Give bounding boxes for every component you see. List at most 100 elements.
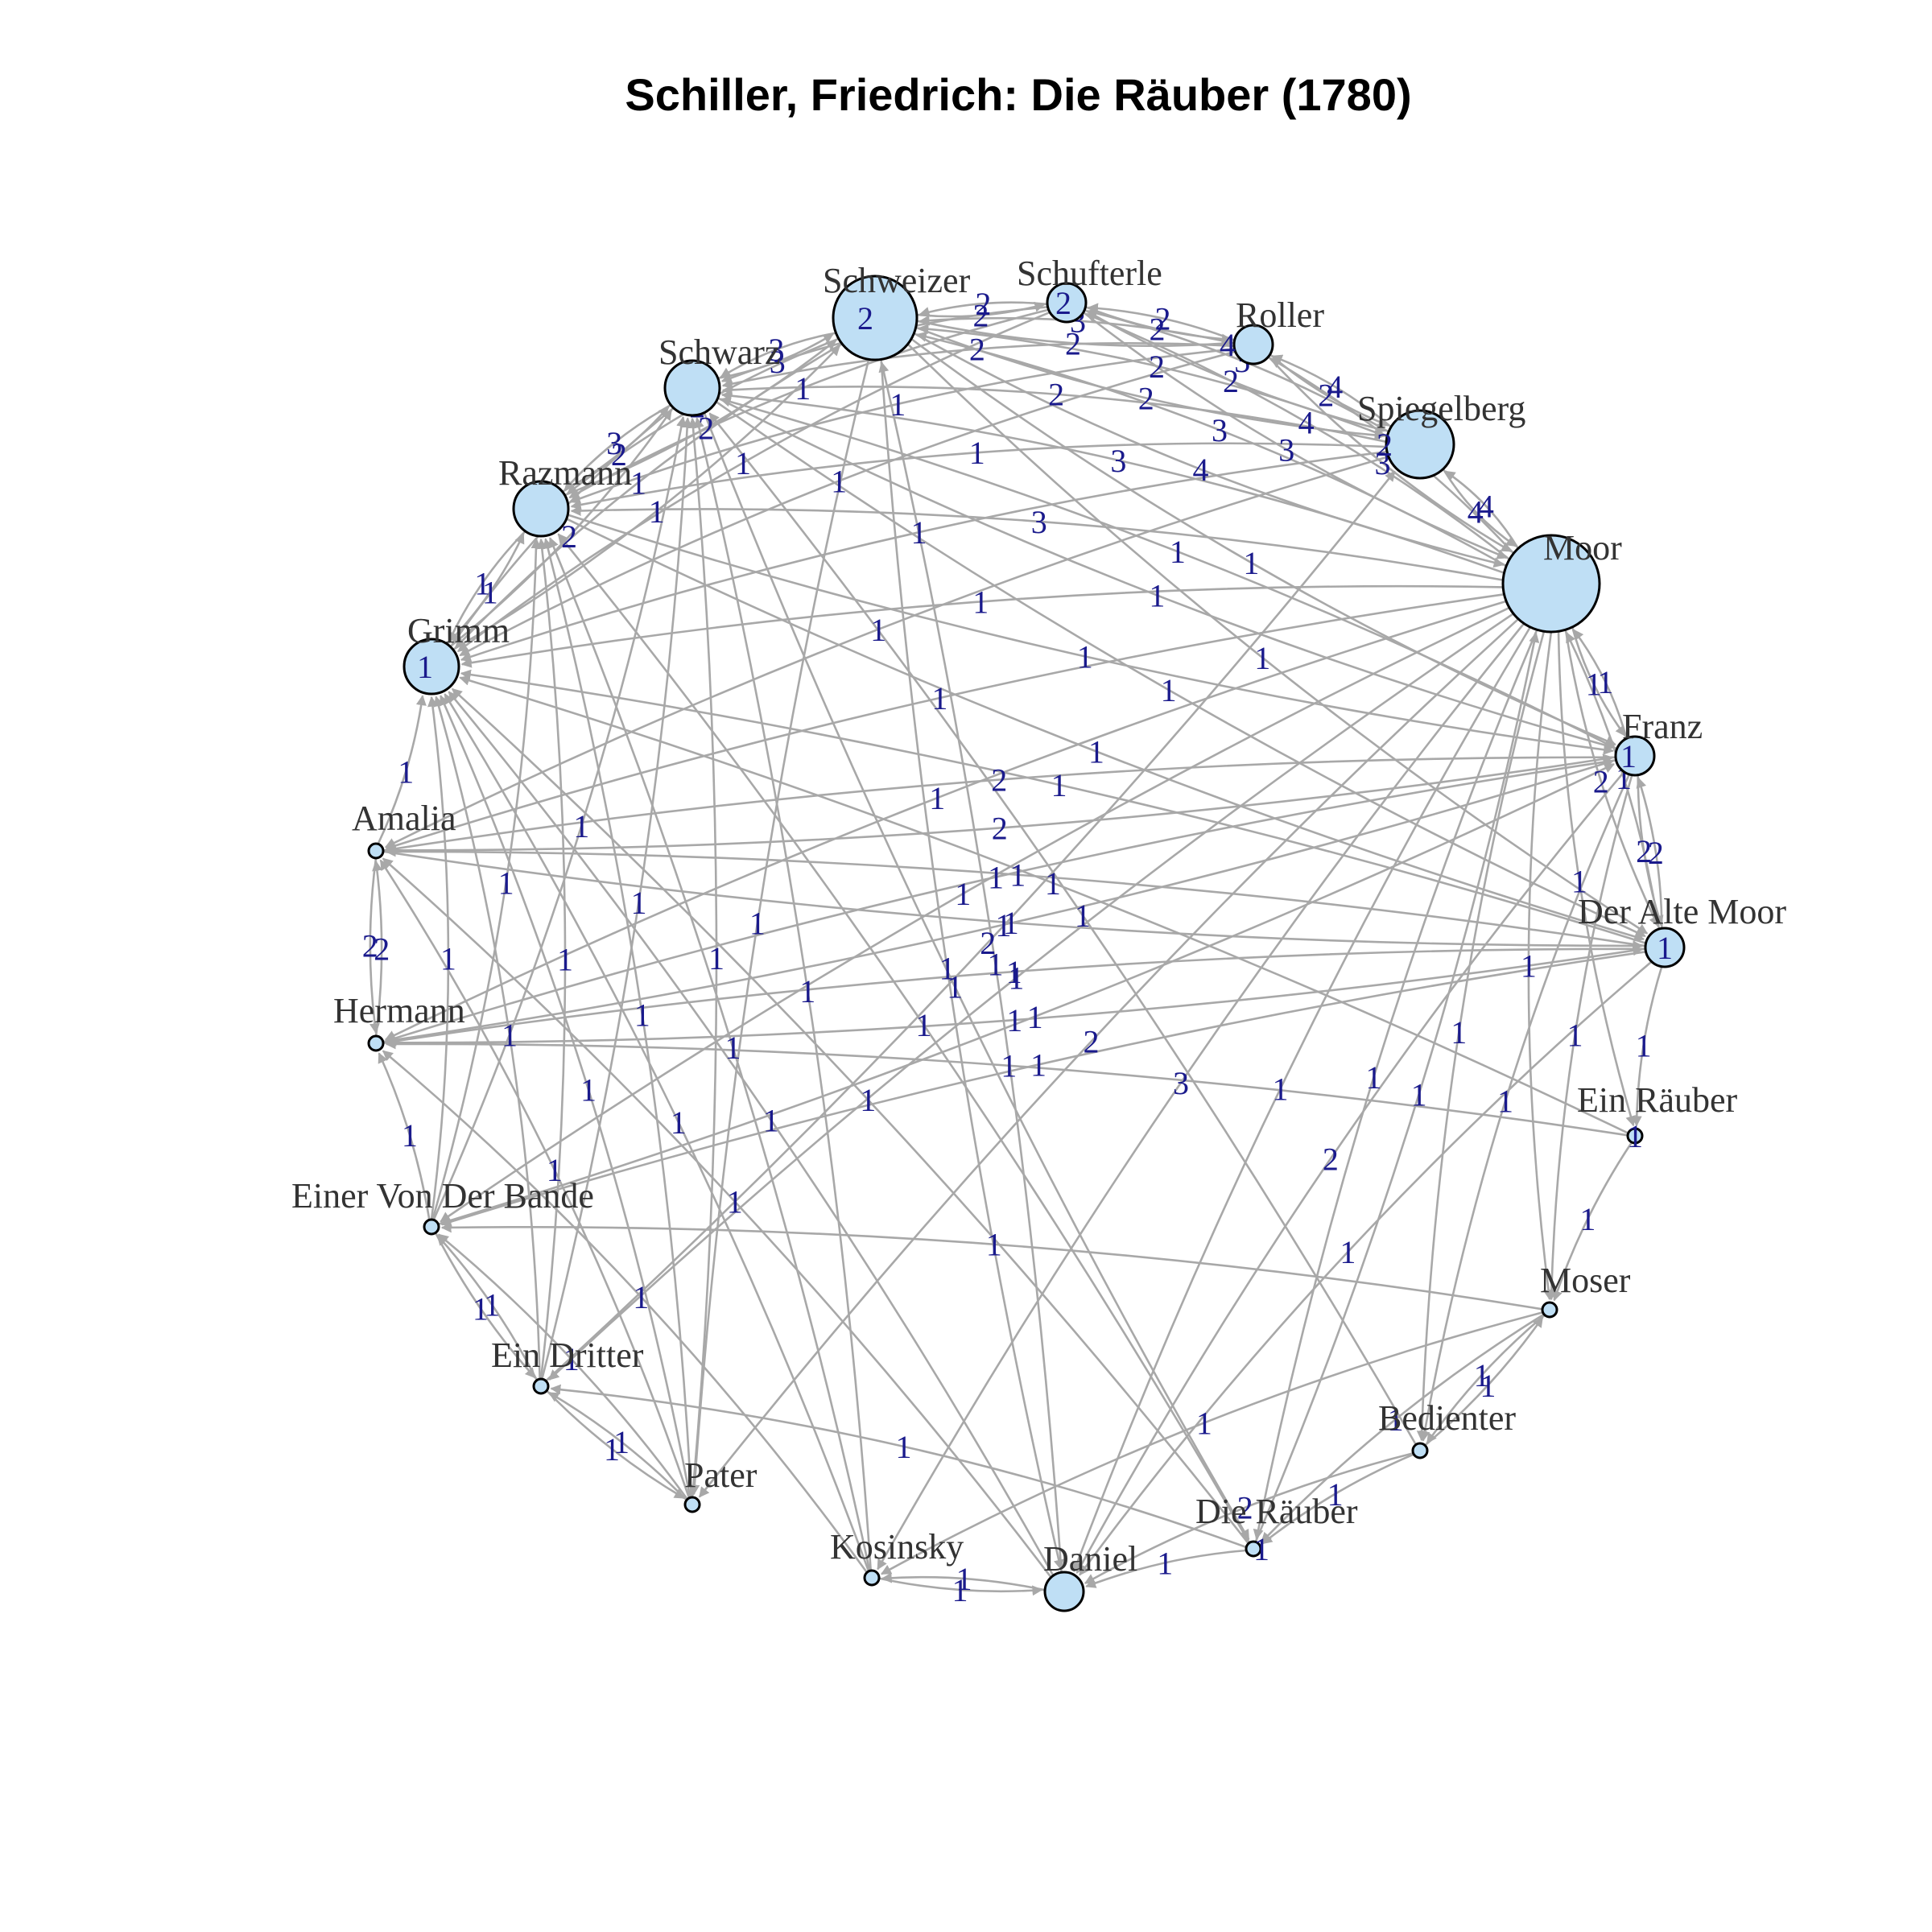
edge-label-hermann-to-amalia: 2: [374, 931, 390, 968]
nodes-layer: 2Schweizer2Schufterle4Roller2Spiegelberg…: [291, 254, 1786, 1612]
edge-label-moser-to-bedienter: 1: [1474, 1357, 1490, 1393]
self-loop-label-schufterle: 2: [1055, 285, 1071, 321]
edge-label-pater-to-grimm: 1: [580, 1071, 597, 1108]
edge-label-einer_bande-to-razmann: 1: [498, 865, 514, 901]
edges-layer: [369, 301, 1664, 1596]
edge-label-einer_bande-to-grimm: 1: [440, 941, 456, 977]
edge-label-roller-to-schwarz: 2: [969, 332, 985, 368]
edge-label-moor-to-daniel: 1: [1273, 1071, 1289, 1107]
edge-label-moor-to-pater: 2: [1084, 1024, 1100, 1060]
edge-label-kosinsky-to-daniel: 1: [952, 1572, 968, 1608]
edge-label-schwarz-to-schweizer: 3: [770, 344, 786, 380]
edge-label-schweizer-to-schufterle: 2: [973, 298, 989, 334]
node-einer_bande: [423, 1218, 440, 1236]
edge-label-amalia-to-alte_moor: 1: [1003, 905, 1019, 941]
edge-label-moor-to-einer_bande: 1: [955, 876, 971, 912]
edge-spiegelberg-to-schwarz: [721, 384, 1387, 444]
node-label-spiegelberg: Spiegelberg: [1357, 389, 1525, 428]
edge-label-moor-to-schwarz: 3: [1110, 443, 1126, 479]
node-label-hermann: Hermann: [333, 991, 465, 1030]
edge-kosinsky-to-hermann: [382, 1050, 868, 1574]
node-label-roller: Roller: [1236, 295, 1324, 335]
edge-bedienter-to-moser: [1424, 1316, 1544, 1447]
edge-daniel-to-schweizer: [878, 361, 1063, 1573]
edge-label-franz-to-moser: 1: [1567, 1017, 1583, 1053]
edge-moor-to-alte_moor: [1564, 630, 1659, 927]
edge-label-amalia-to-hermann: 2: [362, 928, 378, 964]
edge-label-alte_moor-to-ein_raeuber: 1: [1636, 1027, 1652, 1063]
self-loop-label-schweizer: 2: [857, 300, 873, 336]
edge-label-spiegelberg-to-schwarz: 2: [1048, 377, 1064, 413]
edge-bedienter-to-die_raeuber: [1261, 1453, 1414, 1545]
edge-label-pater-to-ein_dritter: 1: [613, 1424, 630, 1460]
edge-moor-to-einer_bande: [440, 606, 1510, 1223]
edge-die_raeuber-to-daniel: [1085, 1549, 1247, 1588]
edge-moor-to-spiegelberg: [1444, 470, 1520, 549]
edge-label-kosinsky-to-grimm: 1: [671, 1104, 687, 1141]
edge-schweizer-to-pater: [689, 359, 870, 1496]
edge-franz-to-alte_moor: [1637, 774, 1664, 927]
edge-pater-to-grimm: [440, 695, 691, 1498]
self-loop-label-die_raeuber: 1: [1253, 1531, 1269, 1567]
node-grimm: [402, 638, 460, 696]
edge-label-roller-to-razmann: 1: [890, 386, 906, 423]
node-label-bedienter: Bedienter: [1378, 1398, 1516, 1438]
edge-label-franz-to-schwarz: 1: [1170, 534, 1186, 570]
edge-alte_moor-to-hermann: [385, 947, 1646, 1046]
edge-die_raeuber-to-moor: [1254, 631, 1540, 1542]
edge-label-ein_dritter-to-spiegelberg: 2: [980, 925, 996, 961]
edge-label-die_raeuber-to-grimm: 1: [860, 1082, 876, 1118]
edge-label-alte_moor-to-franz: 2: [1648, 835, 1664, 871]
edge-schweizer-to-schwarz: [720, 332, 836, 378]
edge-schufterle-to-schweizer: [919, 301, 1048, 317]
edge-ein_raeuber-to-moser: [1552, 1141, 1633, 1302]
edge-label-ein_dritter-to-schwarz: 1: [631, 885, 647, 921]
edge-alte_moor-to-amalia: [385, 846, 1646, 947]
self-loop-label-alte_moor: 1: [1657, 930, 1673, 966]
edge-franz-to-moor: [1572, 629, 1628, 739]
edge-einer_bande-to-schwarz: [432, 416, 687, 1220]
edge-einer_bande-to-grimm: [427, 696, 450, 1220]
edge-label-moor-to-alte_moor: 2: [1593, 764, 1609, 800]
edge-label-die_raeuber-to-razmann: 1: [915, 1007, 931, 1043]
edge-amalia-to-alte_moor: [382, 850, 1644, 952]
edge-label-bedienter-to-daniel: 2: [1237, 1490, 1253, 1526]
node-label-amalia: Amalia: [352, 799, 456, 838]
node-pater: [683, 1496, 701, 1513]
edge-amalia-to-hermann: [369, 857, 380, 1034]
edge-label-daniel-to-grimm: 1: [763, 1102, 779, 1138]
node-label-schweizer: Schweizer: [823, 261, 971, 300]
edge-label-einer_bande-to-ein_dritter: 1: [473, 1290, 489, 1327]
edge-ein_dritter-to-einer_bande: [436, 1234, 539, 1381]
edge-daniel-to-kosinsky: [881, 1572, 1046, 1591]
node-ein_dritter: [532, 1377, 550, 1395]
edge-label-moor-to-schufterle: 4: [1298, 404, 1315, 440]
edge-label-moor-to-franz: 1: [1586, 667, 1602, 703]
edge-hermann-to-franz: [382, 758, 1614, 1043]
edge-label-bedienter-to-schwarz: 1: [1075, 898, 1091, 934]
node-ein_raeuber: [1626, 1127, 1644, 1145]
self-loop-label-grimm: 1: [417, 649, 433, 685]
edge-label-moor-to-hermann: 1: [929, 780, 945, 816]
edge-label-grimm-to-razmann: 1: [482, 575, 498, 611]
edge-label-pater-to-razmann: 1: [634, 997, 650, 1033]
edge-label-grimm-to-schweizer: 1: [649, 493, 665, 530]
edge-razmann-to-alte_moor: [566, 518, 1645, 942]
edge-pater-to-einer_bande: [437, 1233, 688, 1501]
edge-label-die_raeuber-to-daniel: 1: [1157, 1545, 1173, 1581]
node-label-kosinsky: Kosinsky: [830, 1527, 964, 1567]
edge-label-moor-to-bedienter: 1: [1451, 1014, 1467, 1051]
node-label-daniel: Daniel: [1043, 1539, 1137, 1579]
edge-amalia-to-franz: [382, 753, 1614, 852]
edge-label-einer_bande-to-franz: 1: [1027, 999, 1043, 1035]
edge-moor-to-pater: [698, 617, 1519, 1498]
edge-label-pater-to-einer_bande: 1: [564, 1341, 580, 1377]
node-label-pater: Pater: [684, 1455, 758, 1495]
edge-label-ein_raeuber-to-grimm: 1: [1045, 865, 1061, 902]
edge-label-die_raeuber-to-moor: 1: [1411, 1077, 1427, 1113]
edge-moor-to-hermann: [384, 600, 1507, 1041]
edge-label-franz-to-moor: 1: [1597, 664, 1613, 700]
edge-moor-to-bedienter: [1416, 630, 1546, 1442]
edge-label-spiegelberg-to-amalia: 1: [870, 612, 886, 648]
edge-label-ein_raeuber-to-moser: 1: [1579, 1201, 1596, 1237]
